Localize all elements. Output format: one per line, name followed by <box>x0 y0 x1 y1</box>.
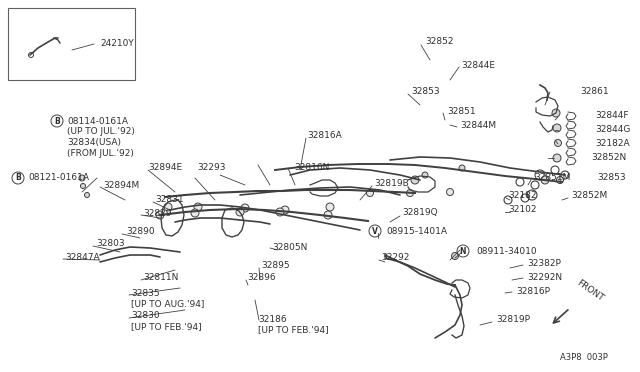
Text: B: B <box>15 173 21 183</box>
Circle shape <box>164 203 172 211</box>
Text: 32895: 32895 <box>261 260 290 269</box>
Circle shape <box>236 208 244 216</box>
Text: 32896: 32896 <box>247 273 276 282</box>
Text: 32853: 32853 <box>597 173 626 183</box>
Text: 32292N: 32292N <box>527 273 562 282</box>
Circle shape <box>459 165 465 171</box>
Text: 32834(USA): 32834(USA) <box>67 138 121 148</box>
Circle shape <box>276 208 284 216</box>
Text: 32894E: 32894E <box>148 164 182 173</box>
Text: 32852: 32852 <box>425 38 454 46</box>
Text: 32853: 32853 <box>411 87 440 96</box>
Text: 32851M: 32851M <box>534 173 570 183</box>
Text: 32816A: 32816A <box>307 131 342 140</box>
Text: [UP TO AUG.'94]: [UP TO AUG.'94] <box>131 299 204 308</box>
Text: 08915-1401A: 08915-1401A <box>386 227 447 235</box>
Circle shape <box>241 204 249 212</box>
Circle shape <box>422 172 428 178</box>
Text: 32861: 32861 <box>580 87 609 96</box>
Text: 32816P: 32816P <box>516 286 550 295</box>
Text: (UP TO JUL.'92): (UP TO JUL.'92) <box>67 128 135 137</box>
Text: 32819P: 32819P <box>496 315 530 324</box>
Circle shape <box>79 175 85 181</box>
Text: 08114-0161A: 08114-0161A <box>67 116 128 125</box>
Text: 32835: 32835 <box>131 289 159 298</box>
Text: 32829: 32829 <box>143 208 172 218</box>
Circle shape <box>447 189 454 196</box>
Text: 32382P: 32382P <box>527 260 561 269</box>
Circle shape <box>557 176 563 183</box>
Text: 32816N: 32816N <box>294 164 330 173</box>
Circle shape <box>367 189 374 196</box>
Circle shape <box>406 189 413 196</box>
Text: [UP TO FEB.'94]: [UP TO FEB.'94] <box>258 326 328 334</box>
Text: 32186: 32186 <box>258 314 287 324</box>
Text: 32819Q: 32819Q <box>402 208 438 218</box>
Circle shape <box>541 176 549 184</box>
Text: 24210Y: 24210Y <box>100 39 134 48</box>
Circle shape <box>194 203 202 211</box>
Text: 32852M: 32852M <box>571 192 607 201</box>
Circle shape <box>191 209 199 217</box>
Circle shape <box>324 211 332 219</box>
Text: 32851: 32851 <box>447 108 476 116</box>
Circle shape <box>554 140 561 147</box>
Text: FRONT: FRONT <box>575 278 605 303</box>
Text: 32292: 32292 <box>381 253 410 263</box>
Text: V: V <box>372 227 378 235</box>
Circle shape <box>156 211 164 219</box>
Text: 32844G: 32844G <box>595 125 630 134</box>
Text: 32831: 32831 <box>155 196 184 205</box>
Circle shape <box>451 253 458 260</box>
Text: [UP TO FEB.'94]: [UP TO FEB.'94] <box>131 323 202 331</box>
Text: N: N <box>460 247 467 256</box>
Circle shape <box>81 183 86 189</box>
Text: 32852N: 32852N <box>591 153 627 161</box>
Text: B: B <box>54 116 60 125</box>
Text: 32847A: 32847A <box>65 253 100 262</box>
Text: 32182A: 32182A <box>595 138 630 148</box>
Text: 32830: 32830 <box>131 311 159 321</box>
Circle shape <box>553 124 561 132</box>
Text: A3P8  003P: A3P8 003P <box>560 353 608 362</box>
Circle shape <box>411 176 419 184</box>
Circle shape <box>281 206 289 214</box>
Text: 08911-34010: 08911-34010 <box>476 247 536 256</box>
Circle shape <box>326 203 334 211</box>
Text: 32844M: 32844M <box>460 121 496 129</box>
Text: 32894M: 32894M <box>103 182 140 190</box>
Text: 32805N: 32805N <box>272 243 307 251</box>
Bar <box>8 8 135 80</box>
Text: 32819B: 32819B <box>374 179 409 187</box>
Text: 32293: 32293 <box>197 164 225 173</box>
Circle shape <box>84 192 90 198</box>
Text: 32890: 32890 <box>126 228 155 237</box>
Text: 32811N: 32811N <box>143 273 179 282</box>
Circle shape <box>553 154 561 162</box>
Text: 32844E: 32844E <box>461 61 495 70</box>
Text: 32844F: 32844F <box>595 112 628 121</box>
Text: 32182: 32182 <box>508 192 536 201</box>
Text: 32102: 32102 <box>508 205 536 215</box>
Circle shape <box>552 109 560 117</box>
Text: 32803: 32803 <box>96 240 125 248</box>
Text: (FROM JUL.'92): (FROM JUL.'92) <box>67 150 134 158</box>
Text: 08121-0161A: 08121-0161A <box>28 173 89 183</box>
